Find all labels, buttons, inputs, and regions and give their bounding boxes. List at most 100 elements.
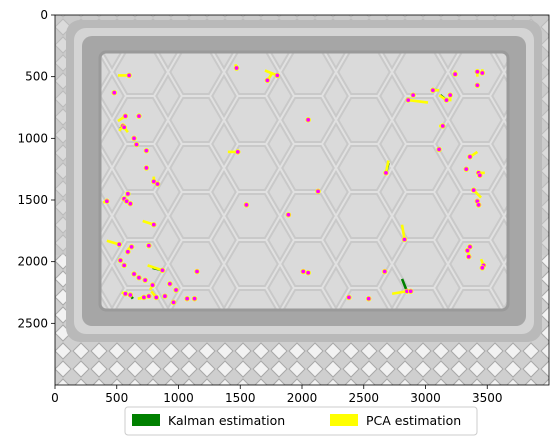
detection-point [401, 236, 408, 243]
detection-point [159, 267, 166, 273]
detection [305, 270, 311, 276]
detection-point [436, 146, 442, 153]
detection-point [365, 295, 372, 302]
detection [474, 82, 481, 88]
detection [146, 242, 152, 249]
detection-point [467, 154, 473, 160]
detection-point [233, 65, 240, 71]
detection [142, 277, 148, 283]
detection-point [479, 265, 486, 271]
detection [167, 281, 173, 287]
detection [466, 254, 472, 260]
detection [438, 94, 450, 103]
legend: Kalman estimation PCA estimation [124, 406, 478, 436]
y-tick-label: 1000 [17, 131, 48, 145]
detection-point [382, 268, 388, 275]
detection [194, 268, 200, 275]
detection [227, 149, 241, 155]
detection [405, 97, 429, 104]
detection-point [136, 275, 142, 281]
detection [430, 87, 440, 93]
detection [150, 290, 159, 301]
detection [136, 113, 142, 119]
detection-point [143, 165, 150, 171]
detection-point [475, 202, 482, 208]
detection-point [184, 295, 190, 302]
detection [146, 293, 152, 299]
detection [106, 239, 122, 248]
legend-label-pca: PCA estimation [366, 413, 461, 428]
detection-point [122, 113, 129, 119]
detection [117, 113, 129, 123]
detection-point [466, 254, 472, 260]
detection [300, 268, 306, 275]
detection [470, 187, 482, 199]
detection-point [170, 299, 177, 306]
detection-point [127, 292, 134, 298]
detection-point [463, 166, 469, 172]
detection [410, 92, 416, 98]
x-tick-label: 3000 [410, 391, 441, 405]
detection [125, 191, 131, 197]
detection [436, 146, 442, 153]
detection-point [116, 241, 122, 248]
detection-point [151, 178, 157, 185]
detection [452, 70, 458, 77]
y-tick-label: 2500 [17, 316, 48, 330]
detection-point [149, 282, 156, 288]
detection [143, 165, 150, 171]
detection-point [128, 244, 135, 250]
detection-point [443, 97, 450, 103]
x-tick-label: 500 [105, 391, 128, 405]
detection [102, 198, 110, 204]
detection [346, 294, 352, 301]
detection-point [142, 277, 148, 283]
detection [477, 172, 483, 179]
detection-point [125, 191, 131, 197]
y-tick-label: 1500 [17, 193, 48, 207]
pca-arrow [408, 98, 429, 104]
detection-point [131, 135, 137, 142]
detection-point [111, 89, 117, 96]
x-tick-label: 2000 [287, 391, 318, 405]
detection [170, 299, 177, 306]
detection-point [194, 268, 200, 275]
detection [154, 181, 161, 187]
detection-point [104, 198, 110, 204]
detection [173, 287, 179, 293]
detection [127, 244, 135, 251]
y-axis: 0 500 1000 1500 2000 2500 [17, 8, 55, 330]
detection [121, 124, 129, 133]
detection [127, 200, 134, 207]
detection-point [474, 82, 481, 88]
detection-point [477, 172, 483, 179]
x-tick-label: 1000 [163, 391, 194, 405]
legend-label-kalman: Kalman estimation [168, 413, 285, 428]
detection [131, 271, 137, 277]
detection [243, 201, 250, 208]
detection [151, 176, 157, 185]
x-axis: 0 500 1000 1500 2000 2500 3000 3500 [51, 385, 503, 405]
detection-point [479, 70, 486, 76]
detection-point [383, 170, 389, 176]
detection [233, 63, 240, 71]
detection [467, 150, 479, 160]
y-tick-label: 0 [40, 8, 48, 22]
detection [125, 249, 131, 255]
detection [315, 188, 321, 195]
detection-point [440, 123, 446, 129]
detection [136, 275, 142, 281]
detection [137, 294, 147, 301]
detection-point [122, 291, 129, 297]
detection-point [305, 270, 311, 276]
detection-point [151, 221, 157, 228]
detection [474, 69, 481, 77]
detection-point [117, 257, 124, 264]
detection-point [243, 202, 250, 208]
detection [117, 72, 132, 79]
detection [305, 117, 311, 123]
detection [117, 257, 124, 264]
detection-point [274, 72, 280, 79]
detection-point [264, 77, 271, 84]
